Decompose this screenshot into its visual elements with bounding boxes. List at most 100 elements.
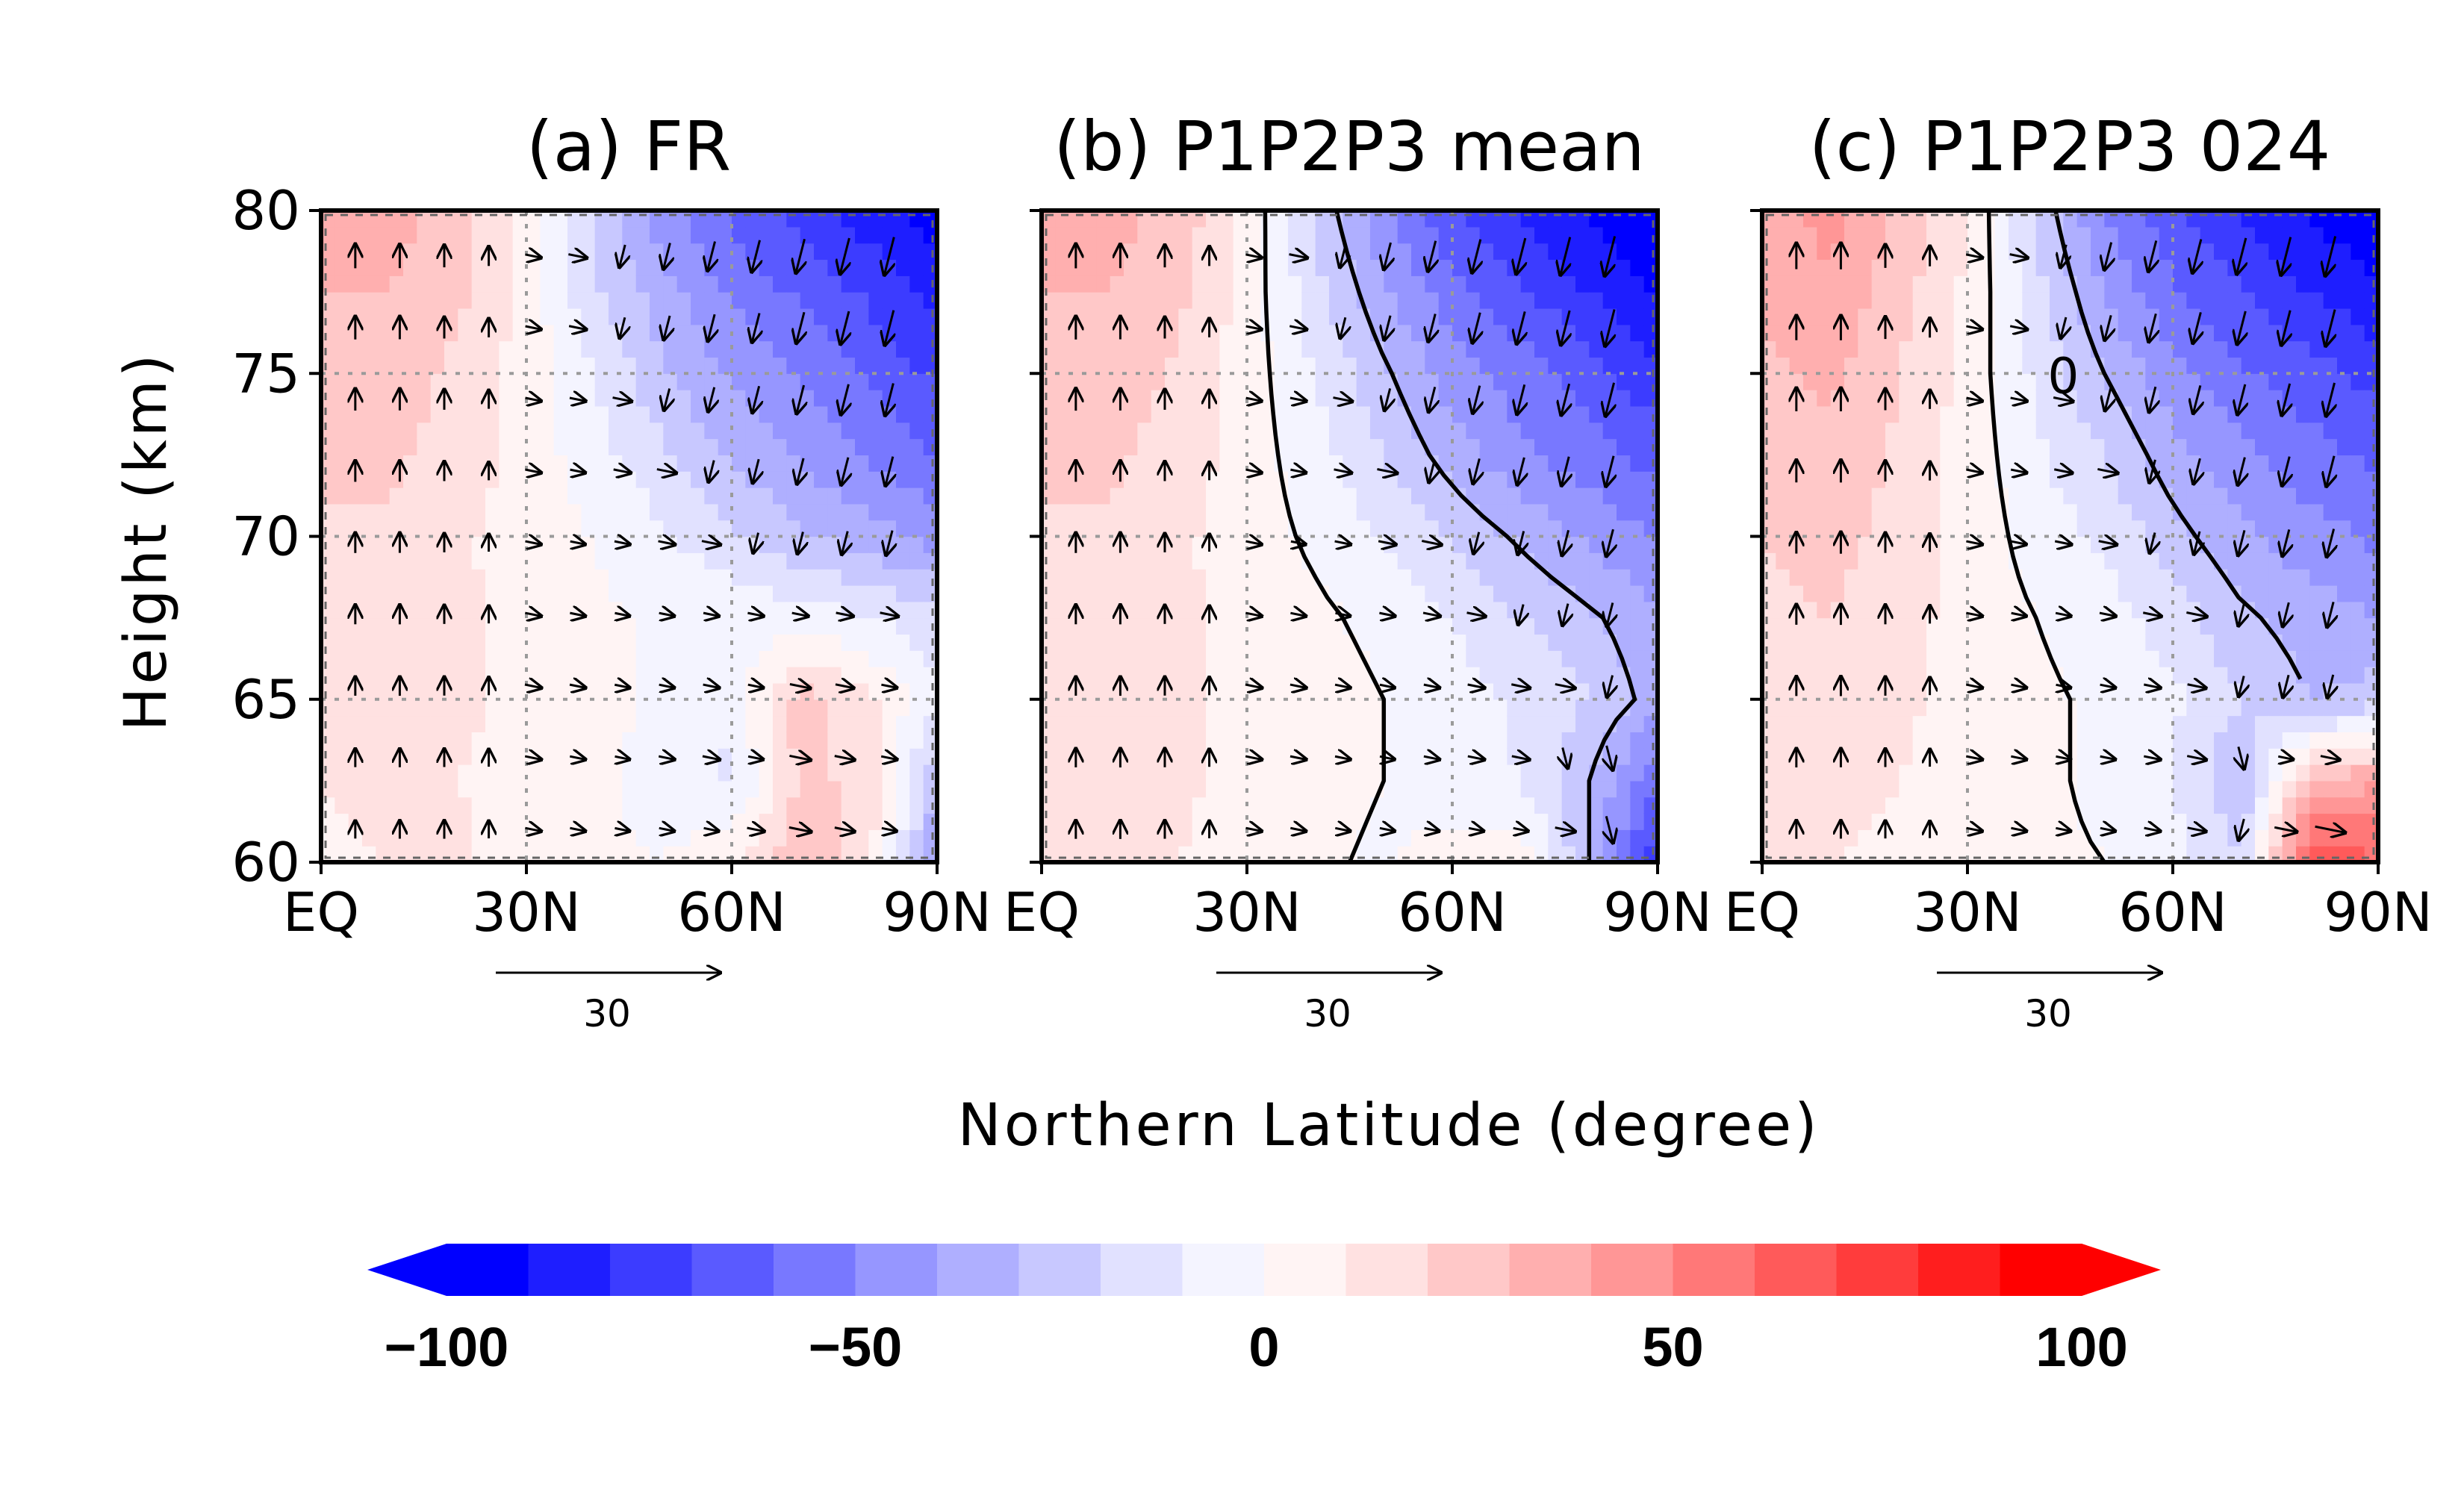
heat-cell [526, 797, 541, 814]
heat-cell [1507, 520, 1522, 537]
heat-cell [732, 667, 746, 684]
heat-cell [1830, 617, 1845, 635]
heat-cell [1561, 699, 1576, 717]
heat-cell [1575, 552, 1590, 570]
heat-cell [1192, 699, 1207, 717]
heat-cell [430, 405, 445, 423]
heat-cell [1356, 455, 1371, 472]
heat-cell [1343, 357, 1357, 374]
heat-cell [1844, 438, 1858, 455]
heat-cell [512, 487, 527, 505]
heat-cell [1871, 373, 1886, 390]
heat-cell [1288, 650, 1302, 667]
heat-cell [335, 569, 349, 586]
heat-cell [1858, 405, 1873, 423]
heat-cell [1899, 764, 1914, 782]
wind-arrow [1425, 828, 1440, 831]
heat-cell [1817, 340, 1832, 358]
heat-cell [1219, 813, 1234, 830]
heat-cell [1858, 780, 1873, 798]
heat-cell [1561, 780, 1576, 798]
heat-cell [1617, 536, 1631, 553]
heat-cell [1124, 226, 1138, 244]
heat-cell [704, 634, 719, 651]
heat-cell [1479, 569, 1494, 586]
heat-cell [2076, 373, 2091, 390]
heat-cell [800, 732, 815, 749]
wind-arrow [612, 398, 632, 402]
heat-cell [896, 340, 910, 358]
heat-cell [2022, 813, 2037, 830]
heat-cell [540, 748, 555, 765]
heat-cell [471, 813, 486, 830]
heat-cell [1068, 780, 1083, 798]
heat-cell [1885, 780, 1900, 798]
heat-cell [2022, 667, 2037, 684]
heat-cell [732, 226, 746, 244]
heat-cell [1953, 243, 1968, 261]
heat-cell [1096, 357, 1111, 374]
heat-cell [376, 405, 391, 423]
heat-cell [1055, 748, 1070, 765]
heat-cell [868, 813, 883, 830]
heat-cell [1096, 405, 1111, 423]
heat-cell [1137, 617, 1152, 635]
heat-cell [759, 405, 774, 423]
heat-cell [348, 732, 363, 749]
heat-cell [1343, 373, 1357, 390]
heat-cell [1233, 275, 1248, 293]
heat-cell [1452, 585, 1466, 602]
heat-cell [1110, 536, 1124, 553]
heat-cell [718, 650, 732, 667]
heat-cell [471, 292, 486, 309]
heat-cell [923, 667, 938, 684]
wind-arrow [1245, 541, 1262, 544]
heat-cell [1370, 764, 1384, 782]
heat-cell [786, 520, 801, 537]
heat-cell [1137, 455, 1152, 472]
heat-cell [430, 324, 445, 342]
heat-cell [800, 292, 815, 309]
heat-cell [1789, 405, 1804, 423]
heat-cell [1926, 340, 1941, 358]
heat-cell [1452, 308, 1466, 325]
heat-cell [458, 813, 473, 830]
heat-cell [1260, 536, 1275, 553]
heat-cell [786, 292, 801, 309]
heat-cell [335, 275, 349, 293]
heat-cell [1789, 797, 1804, 814]
heat-cell [841, 732, 856, 749]
heat-cell [718, 764, 732, 782]
heat-cell [635, 667, 650, 684]
heat-cell [1260, 715, 1275, 732]
heat-cell [1397, 438, 1412, 455]
heat-cell [1630, 259, 1645, 276]
heat-cell [2091, 699, 2105, 717]
heat-cell [704, 292, 719, 309]
heat-cell [2076, 520, 2091, 537]
heat-cell [1844, 813, 1858, 830]
heat-cell [485, 357, 500, 374]
wind-arrow [570, 541, 585, 544]
heat-cell [499, 503, 514, 521]
heat-cell [430, 422, 445, 440]
heat-cell [1068, 422, 1083, 440]
heat-cell [2009, 405, 2023, 423]
heat-cell [594, 699, 609, 717]
heat-cell [1356, 715, 1371, 732]
heat-cell [417, 569, 432, 586]
heat-cell [594, 764, 609, 782]
heat-cell [444, 405, 458, 423]
wind-arrow [1421, 541, 1441, 545]
heat-cell [827, 520, 842, 537]
heat-cell [868, 503, 883, 521]
heat-cell [540, 373, 555, 390]
heat-cell [1630, 585, 1645, 602]
heat-cell [1260, 438, 1275, 455]
heat-cell [786, 308, 801, 325]
heat-cell [1871, 357, 1886, 374]
heat-cell [923, 699, 938, 717]
heat-cell [1617, 357, 1631, 374]
heat-cell [1858, 585, 1873, 602]
x-tick-label: 90N [1603, 881, 1711, 944]
